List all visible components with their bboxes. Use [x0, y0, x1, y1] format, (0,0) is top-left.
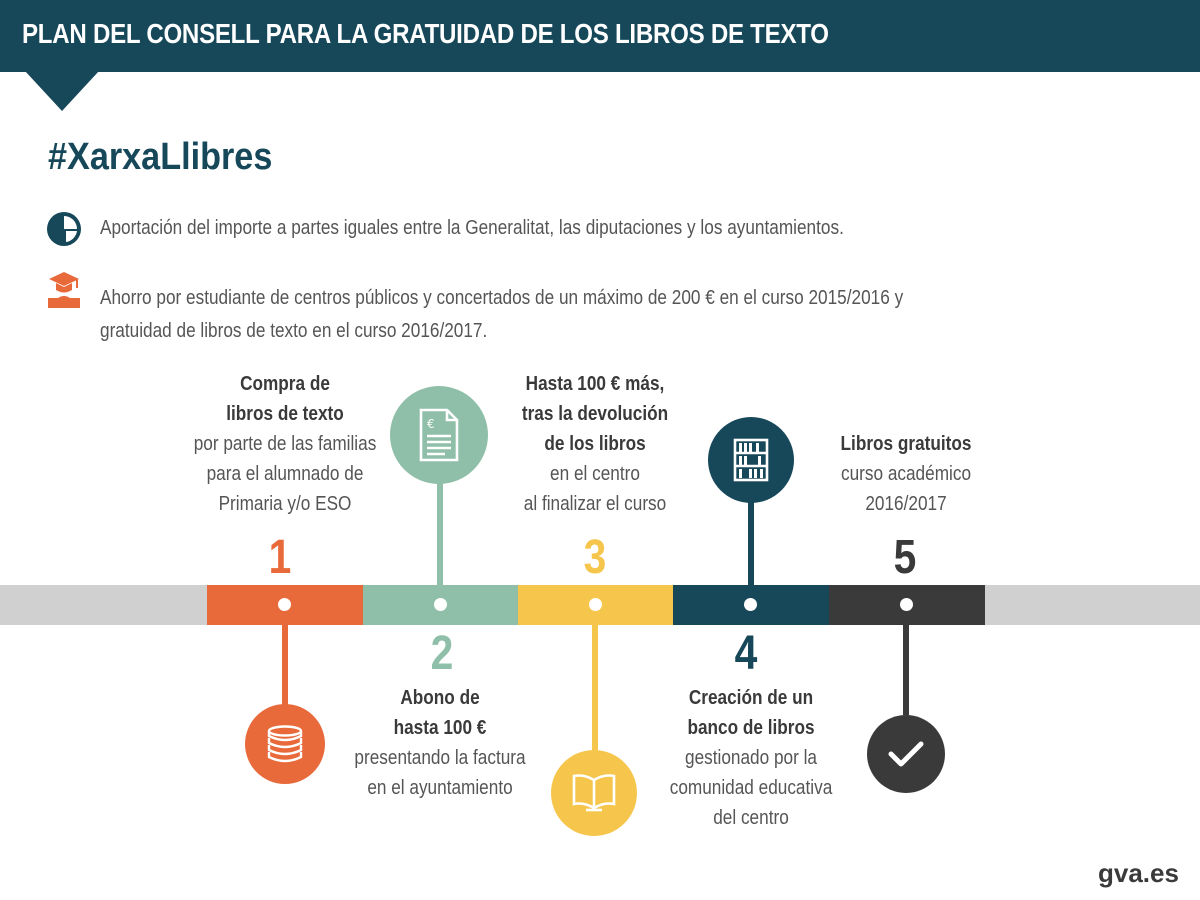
- step-5-text: Libros gratuitos curso académico 2016/20…: [799, 429, 1014, 519]
- bullet-text-2: Ahorro por estudiante de centros público…: [100, 282, 903, 348]
- step-line: en el centro: [550, 463, 640, 485]
- step-bold-line: hasta 100 €: [393, 717, 487, 739]
- step-4-text: Creación de un banco de libros gestionad…: [644, 683, 859, 833]
- bookshelf-icon: [733, 438, 769, 482]
- header-bar: PLAN DEL CONSELL PARA LA GRATUIDAD DE LO…: [0, 0, 1200, 72]
- step-number-1: 1: [268, 531, 292, 584]
- coins-icon: [267, 725, 303, 763]
- step-1-circle: [245, 704, 325, 784]
- step-3-text: Hasta 100 € más, tras la devolución de l…: [488, 369, 703, 519]
- step-line: gestionado por la: [685, 747, 817, 769]
- step-number-4: 4: [734, 627, 758, 680]
- svg-text:€: €: [427, 417, 435, 431]
- step-line: curso académico: [840, 463, 972, 485]
- step-bold-line: Creación de un: [688, 687, 814, 709]
- timeline-segment-4: [673, 585, 829, 625]
- bullet-line: gratuidad de libros de texto en el curso…: [100, 320, 488, 342]
- step-line: en el ayuntamiento: [367, 777, 513, 799]
- step-number-5: 5: [893, 531, 917, 584]
- footer-brand[interactable]: gva.es: [1098, 858, 1179, 888]
- step-number-3: 3: [583, 531, 607, 584]
- page-title: PLAN DEL CONSELL PARA LA GRATUIDAD DE LO…: [22, 18, 829, 49]
- step-bold-line: Libros gratuitos: [840, 433, 972, 455]
- timeline-segment-3: [518, 585, 674, 625]
- step-number-2: 2: [430, 627, 454, 680]
- timeline-dot: [744, 598, 757, 611]
- step-bold-line: banco de libros: [687, 717, 815, 739]
- timeline-segment-2: [363, 585, 519, 625]
- step-line: para el alumnado de: [206, 463, 364, 485]
- step-bold-line: Hasta 100 € más,: [525, 373, 665, 395]
- step-bold-line: tras la devolución: [521, 403, 669, 425]
- step-2-circle: €: [390, 386, 488, 484]
- timeline-dot: [434, 598, 447, 611]
- stem-1: [282, 625, 288, 705]
- step-bold-line: libros de texto: [226, 403, 344, 425]
- step-line: por parte de las familias: [193, 433, 377, 455]
- header-pointer: [25, 71, 99, 111]
- pie-chart-icon: [47, 212, 81, 246]
- open-book-icon: [572, 774, 616, 812]
- stem-5: [903, 625, 909, 715]
- bullet-line: Aportación del importe a partes iguales …: [100, 217, 844, 239]
- step-4-circle: [708, 417, 794, 503]
- step-bold-line: de los libros: [544, 433, 646, 455]
- step-2-text: Abono de hasta 100 € presentando la fact…: [333, 683, 548, 803]
- checkmark-icon: [888, 741, 924, 767]
- timeline-segment-5: [829, 585, 985, 625]
- timeline-dot: [900, 598, 913, 611]
- hashtag: #XarxaLlibres: [48, 136, 273, 178]
- bullet-line: Ahorro por estudiante de centros público…: [100, 287, 904, 309]
- step-3-circle: [551, 750, 637, 836]
- step-line: 2016/2017: [865, 493, 947, 515]
- step-5-circle: [867, 715, 945, 793]
- step-bold-line: Compra de: [240, 373, 330, 395]
- step-line: al finalizar el curso: [523, 493, 667, 515]
- step-line: presentando la factura: [354, 747, 526, 769]
- invoice-icon: €: [419, 408, 459, 462]
- step-line: del centro: [713, 807, 789, 829]
- bullet-text-1: Aportación del importe a partes iguales …: [100, 212, 844, 245]
- timeline-segment-1: [207, 585, 363, 625]
- timeline-dot: [278, 598, 291, 611]
- step-line: comunidad educativa: [669, 777, 833, 799]
- stem-4: [748, 495, 754, 585]
- timeline-dot: [589, 598, 602, 611]
- stem-2: [437, 475, 443, 585]
- step-bold-line: Abono de: [400, 687, 480, 709]
- step-line: Primaria y/o ESO: [218, 493, 352, 515]
- graduation-cap-icon: [48, 272, 80, 308]
- stem-3: [592, 625, 598, 755]
- step-1-text: Compra de libros de texto por parte de l…: [178, 369, 393, 519]
